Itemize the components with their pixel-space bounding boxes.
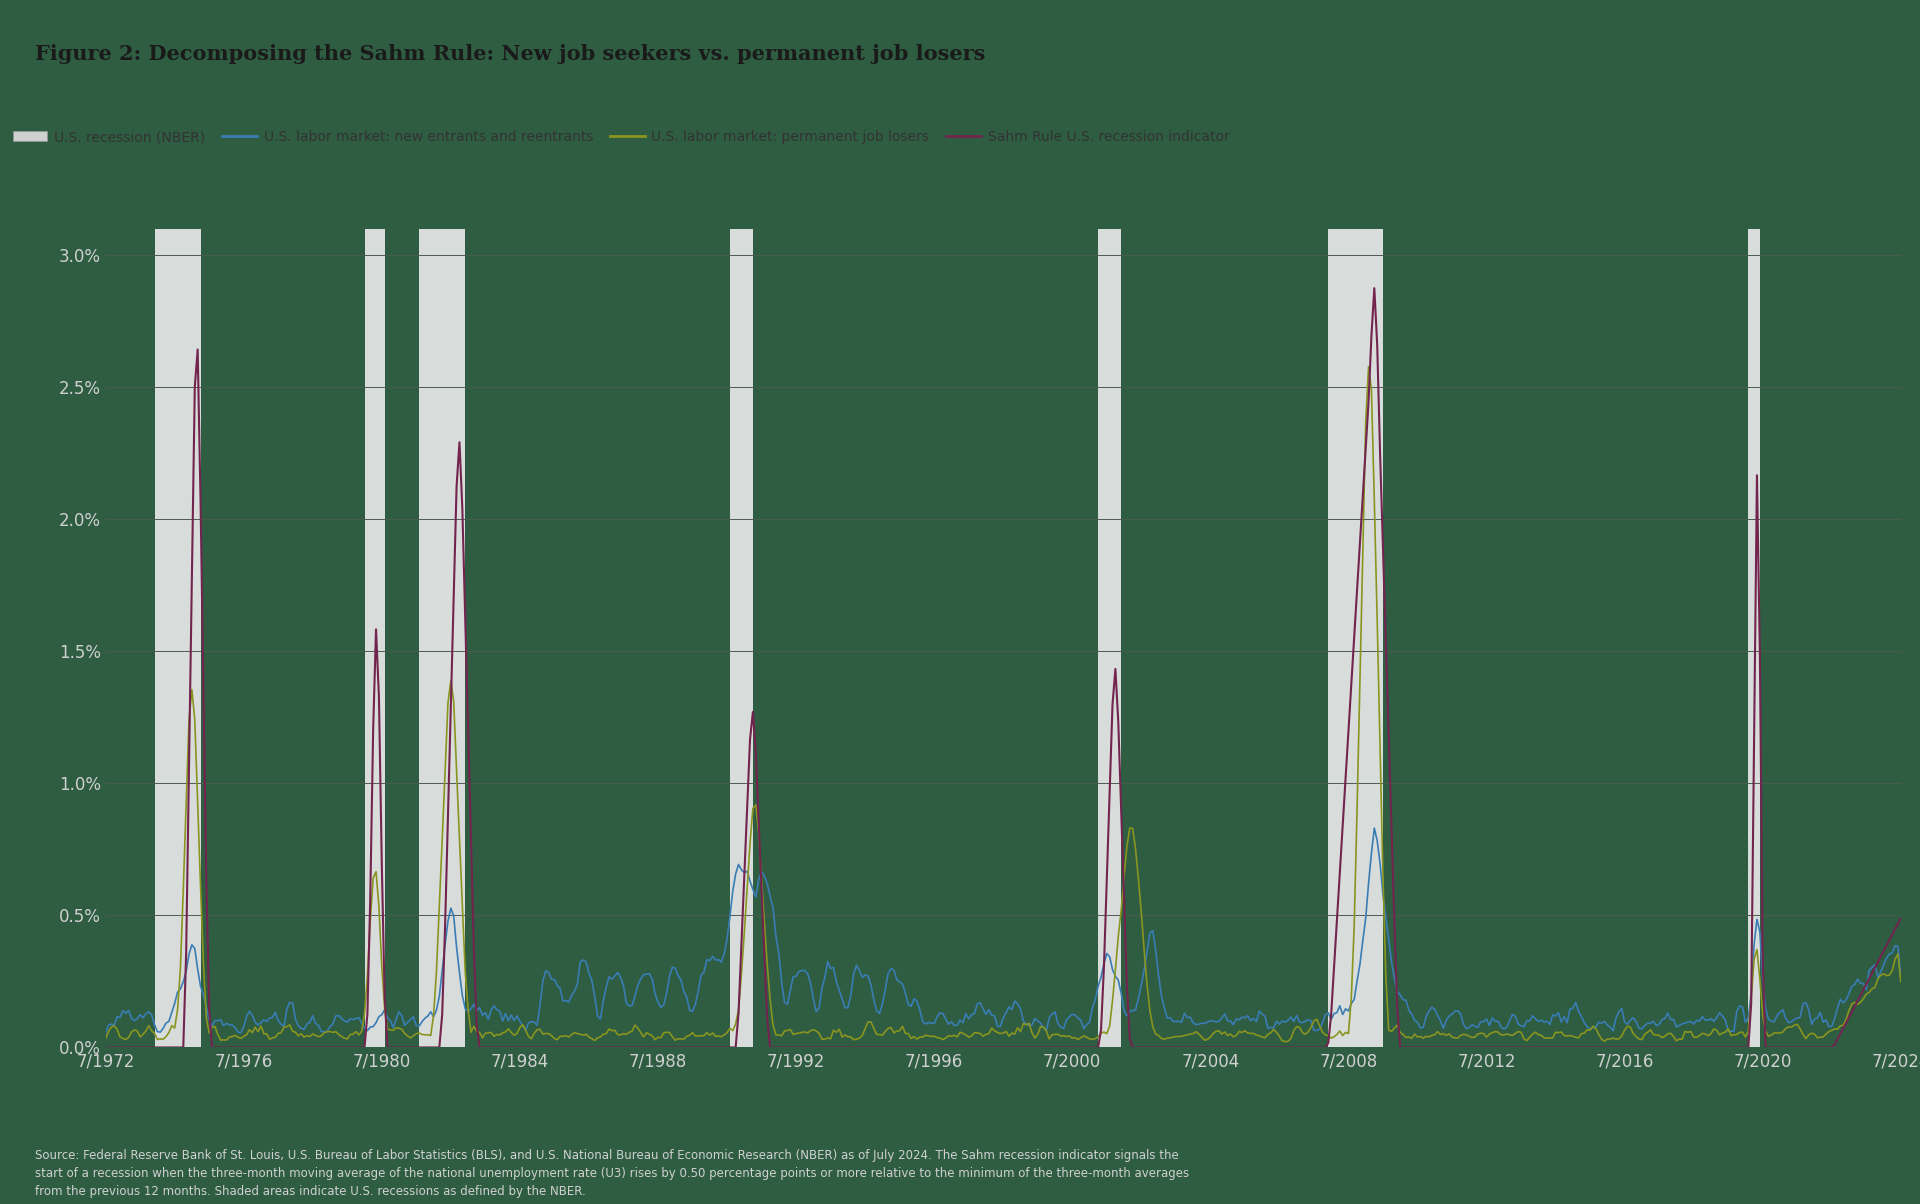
U.S. labor market: new entrants and reentrants: (2.02e+03, 0.00383): new entrants and reentrants: (2.02e+03, …: [1887, 939, 1910, 954]
U.S. labor market: permanent job losers: (2e+03, 0.000492): permanent job losers: (2e+03, 0.000492): [1043, 1027, 1066, 1041]
Bar: [1749, 229, 1761, 1047]
Sahm Rule U.S. recession indicator: [845, 1040, 868, 1055]
U.S. labor market: permanent job losers: (1.97e+03, 0.000332): permanent job losers: (1.97e+03, 0.00033…: [94, 1032, 117, 1046]
Line: Sahm Rule U.S. recession indicator: Sahm Rule U.S. recession indicator: [106, 288, 1901, 1047]
Bar: [1098, 229, 1121, 1047]
U.S. labor market: permanent job losers: (2.01e+03, 0.000218): permanent job losers: (2.01e+03, 0.00021…: [1273, 1034, 1296, 1049]
Text: Source: Federal Reserve Bank of St. Louis, U.S. Bureau of Labor Statistics (BLS): Source: Federal Reserve Bank of St. Loui…: [35, 1149, 1188, 1198]
Sahm Rule U.S. recession indicator: [1363, 281, 1386, 295]
Sahm Rule U.S. recession indicator: [1887, 916, 1910, 931]
Sahm Rule U.S. recession indicator: [361, 722, 384, 737]
U.S. labor market: permanent job losers: (2.02e+03, 0.00228): permanent job losers: (2.02e+03, 0.00228…: [1864, 980, 1887, 995]
U.S. labor market: new entrants and reentrants: (1.98e+03, 0.000791): new entrants and reentrants: (1.98e+03, …: [361, 1020, 384, 1034]
Line: U.S. labor market: new entrants and reentrants: U.S. labor market: new entrants and reen…: [106, 828, 1901, 1033]
U.S. labor market: permanent job losers: (1.98e+03, 0.00642): permanent job losers: (1.98e+03, 0.00642…: [361, 870, 384, 885]
Bar: [419, 229, 465, 1047]
U.S. labor market: permanent job losers: (2.02e+03, 0.00249): permanent job losers: (2.02e+03, 0.00249…: [1889, 974, 1912, 988]
U.S. labor market: new entrants and reentrants: (2.02e+03, 0.00303): new entrants and reentrants: (2.02e+03, …: [1860, 960, 1884, 974]
U.S. labor market: new entrants and reentrants: (1.99e+03, 0.00311): new entrants and reentrants: (1.99e+03, …: [845, 958, 868, 973]
Bar: [730, 229, 753, 1047]
Bar: [154, 229, 200, 1047]
U.S. labor market: new entrants and reentrants: (2.01e+03, 0.000939): new entrants and reentrants: (2.01e+03, …: [1290, 1015, 1313, 1029]
Text: Figure 2: Decomposing the Sahm Rule: New job seekers vs. permanent job losers: Figure 2: Decomposing the Sahm Rule: New…: [35, 45, 985, 64]
U.S. labor market: new entrants and reentrants: (2.01e+03, 0.00101): new entrants and reentrants: (2.01e+03, …: [1300, 1014, 1323, 1028]
Line: U.S. labor market: permanent job losers: U.S. labor market: permanent job losers: [106, 367, 1901, 1041]
Bar: [365, 229, 384, 1047]
U.S. labor market: new entrants and reentrants: (1.97e+03, 0.00054): new entrants and reentrants: (1.97e+03, …: [94, 1026, 117, 1040]
U.S. labor market: permanent job losers: (2.01e+03, 0.00101): permanent job losers: (2.01e+03, 0.00101…: [1302, 1014, 1325, 1028]
Sahm Rule U.S. recession indicator: [1290, 1040, 1313, 1055]
Sahm Rule U.S. recession indicator: [94, 1040, 117, 1055]
U.S. labor market: permanent job losers: (2.01e+03, 0.000501): permanent job losers: (2.01e+03, 0.00050…: [1294, 1027, 1317, 1041]
U.S. labor market: new entrants and reentrants: (2.01e+03, 0.0083): new entrants and reentrants: (2.01e+03, …: [1363, 821, 1386, 836]
U.S. labor market: permanent job losers: (1.99e+03, 0.000315): permanent job losers: (1.99e+03, 0.00031…: [845, 1032, 868, 1046]
Sahm Rule U.S. recession indicator: [1860, 966, 1884, 980]
Legend: U.S. recession (NBER), U.S. labor market: new entrants and reentrants, U.S. labo: U.S. recession (NBER), U.S. labor market…: [8, 124, 1235, 149]
Sahm Rule U.S. recession indicator: [1889, 911, 1912, 926]
U.S. labor market: permanent job losers: (2.01e+03, 0.0258): permanent job losers: (2.01e+03, 0.0258): [1357, 360, 1380, 374]
U.S. labor market: new entrants and reentrants: (2.02e+03, 0.00266): new entrants and reentrants: (2.02e+03, …: [1889, 970, 1912, 985]
Bar: [1329, 229, 1382, 1047]
Sahm Rule U.S. recession indicator: [1300, 1040, 1323, 1055]
